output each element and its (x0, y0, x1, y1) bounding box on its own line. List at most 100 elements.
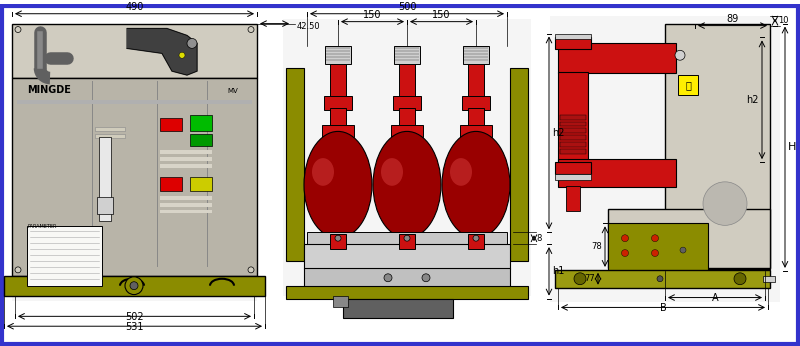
Text: 150: 150 (432, 10, 450, 20)
Bar (4, 276, 265, 295)
Bar (395, 59, 419, 61)
Bar (160, 118, 182, 131)
Bar (560, 128, 586, 134)
Bar (95, 134, 125, 138)
Bar (560, 142, 586, 147)
Circle shape (125, 277, 143, 294)
Bar (190, 134, 212, 146)
Bar (326, 50, 350, 52)
Bar (307, 232, 507, 244)
Bar (283, 19, 531, 295)
Text: H: H (788, 142, 796, 152)
Ellipse shape (304, 131, 372, 238)
Bar (555, 162, 591, 174)
Circle shape (622, 249, 629, 256)
Text: 42.50: 42.50 (297, 22, 321, 31)
Bar (560, 115, 586, 119)
Circle shape (574, 273, 586, 285)
Bar (395, 56, 419, 58)
Circle shape (248, 27, 254, 33)
Circle shape (15, 27, 21, 33)
Bar (304, 268, 510, 288)
Circle shape (680, 247, 686, 253)
Circle shape (187, 38, 197, 48)
Bar (460, 126, 492, 137)
Bar (97, 197, 113, 215)
Bar (12, 24, 257, 301)
Bar (326, 53, 350, 55)
Text: MINGDE: MINGDE (27, 85, 71, 95)
Text: h1: h1 (552, 266, 564, 276)
Bar (12, 24, 257, 78)
Bar (286, 68, 304, 261)
Bar (462, 96, 490, 110)
Bar (27, 226, 102, 286)
Text: MV: MV (227, 88, 238, 94)
Circle shape (622, 235, 629, 242)
Bar (468, 234, 484, 249)
Bar (399, 63, 415, 98)
Bar (393, 96, 421, 110)
Bar (160, 157, 212, 161)
Bar (395, 47, 419, 49)
Bar (566, 186, 580, 210)
Circle shape (384, 274, 392, 282)
Ellipse shape (312, 158, 334, 186)
Text: h2: h2 (746, 95, 759, 105)
Bar (286, 286, 528, 299)
Bar (560, 121, 586, 127)
Bar (555, 270, 770, 288)
Bar (333, 295, 348, 308)
Circle shape (657, 276, 663, 282)
Bar (550, 16, 780, 302)
Text: 78: 78 (591, 242, 602, 251)
Circle shape (335, 235, 341, 241)
Polygon shape (127, 29, 197, 75)
Bar (558, 72, 588, 161)
Circle shape (703, 182, 747, 225)
Bar (608, 224, 708, 271)
Bar (325, 46, 351, 64)
Bar (555, 174, 591, 180)
Bar (99, 137, 111, 221)
Bar (763, 276, 775, 282)
Text: 150: 150 (363, 10, 382, 20)
Bar (326, 47, 350, 49)
Circle shape (422, 274, 430, 282)
Bar (558, 43, 676, 73)
Ellipse shape (381, 158, 403, 186)
Bar (395, 50, 419, 52)
Text: 10: 10 (778, 16, 789, 25)
Ellipse shape (442, 131, 510, 238)
Bar (464, 59, 488, 61)
Bar (399, 234, 415, 249)
Bar (160, 210, 212, 213)
Bar (510, 68, 528, 261)
Bar (399, 108, 415, 127)
Bar (190, 177, 212, 191)
Bar (322, 126, 354, 137)
Bar (394, 46, 420, 64)
Bar (160, 177, 182, 191)
Text: A: A (712, 293, 718, 303)
Text: 500: 500 (398, 2, 416, 12)
Bar (343, 299, 453, 318)
Bar (95, 127, 125, 131)
Bar (464, 47, 488, 49)
Text: 531: 531 (126, 322, 144, 332)
Bar (17, 100, 252, 104)
Circle shape (651, 249, 658, 256)
Bar (468, 63, 484, 98)
Circle shape (179, 52, 185, 58)
Circle shape (130, 282, 138, 290)
Circle shape (734, 273, 746, 285)
Bar (464, 53, 488, 55)
Ellipse shape (450, 158, 472, 186)
Text: 8: 8 (536, 234, 542, 243)
Bar (160, 164, 212, 168)
Circle shape (15, 267, 21, 273)
Bar (160, 203, 212, 207)
Bar (330, 108, 346, 127)
Bar (468, 108, 484, 127)
Text: 490: 490 (126, 2, 144, 12)
